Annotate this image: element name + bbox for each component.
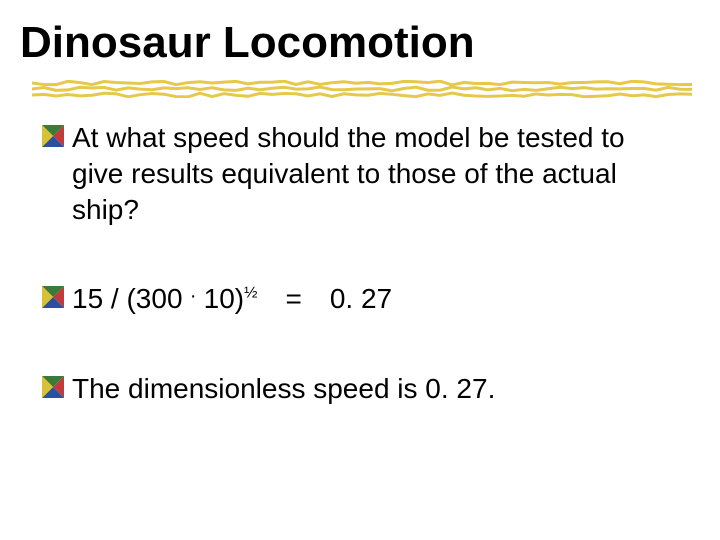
pinwheel-bullet-icon — [42, 286, 68, 312]
bullet-text: At what speed should the model be tested… — [72, 120, 662, 227]
slide-title: Dinosaur Locomotion — [20, 20, 700, 66]
pinwheel-bullet-icon — [42, 125, 68, 151]
bullet-item: At what speed should the model be tested… — [42, 120, 662, 227]
bullet-text: 15 / (300 . 10)½ = 0. 27 — [72, 281, 392, 317]
bullet-item: The dimensionless speed is 0. 27. — [42, 371, 662, 407]
pinwheel-bullet-icon — [42, 376, 68, 402]
bullet-text: The dimensionless speed is 0. 27. — [72, 371, 495, 407]
slide-body: At what speed should the model be tested… — [42, 120, 662, 443]
slide: Dinosaur Locomotion At what speed should… — [0, 0, 720, 540]
title-wrap: Dinosaur Locomotion — [20, 20, 700, 66]
bullet-item: 15 / (300 . 10)½ = 0. 27 — [42, 281, 662, 317]
title-underline — [32, 80, 692, 98]
